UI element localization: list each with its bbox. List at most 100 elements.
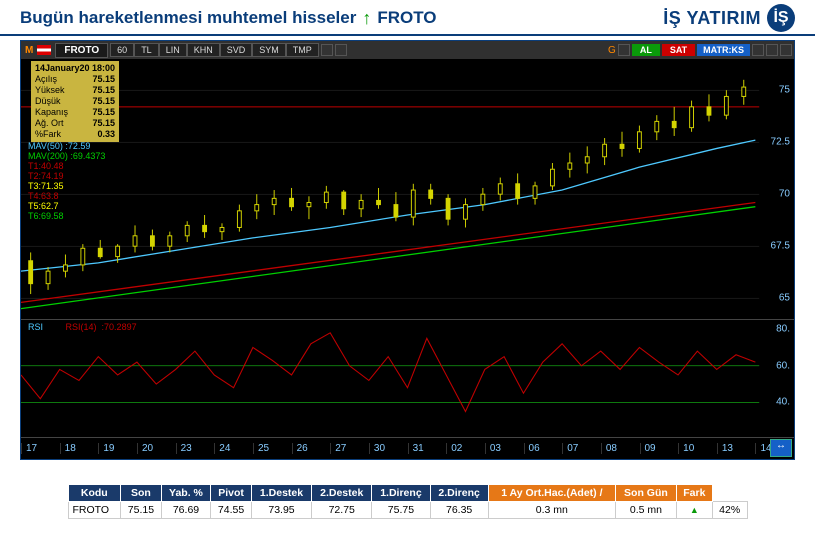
- summary-cell: 76.35: [430, 502, 488, 519]
- tb-dot-icon[interactable]: [618, 44, 630, 56]
- win-close-icon[interactable]: [780, 44, 792, 56]
- date-tick: 09: [640, 443, 679, 454]
- ohlc-row: Kapanış75.15: [35, 107, 115, 118]
- summary-cell: FROTO: [68, 502, 121, 519]
- ma-legend-item: MAV(200) :69.4373: [28, 151, 105, 161]
- summary-cell: 0.3 mn: [488, 502, 615, 519]
- page-title: Bugün hareketlenmesi muhtemel hisseler ↑…: [20, 8, 437, 29]
- summary-cell: ▲: [676, 502, 712, 519]
- summary-header: 2.Destek: [312, 485, 372, 502]
- date-tick: 13: [717, 443, 756, 454]
- summary-table: KoduSonYab. %Pivot1.Destek2.Destek1.Dire…: [68, 484, 748, 519]
- date-tick: 07: [562, 443, 601, 454]
- toolbar-sym[interactable]: SYM: [252, 43, 286, 57]
- scroll-thumb-icon[interactable]: ↔: [770, 439, 792, 457]
- date-tick: 08: [601, 443, 640, 454]
- rsi-chart[interactable]: RSI RSI(14) :70.2897 40. 60. 80.: [21, 319, 794, 439]
- date-tick: 25: [253, 443, 292, 454]
- arrow-up-icon: ↑: [362, 8, 371, 29]
- summary-cell: 72.75: [312, 502, 372, 519]
- summary-header-orange: Fark: [676, 485, 712, 502]
- price-ylabel: 72.5: [771, 137, 790, 148]
- ohlc-row: Düşük75.15: [35, 96, 115, 107]
- ma-legend-item: T6:69.58: [28, 211, 105, 221]
- date-tick: 26: [292, 443, 331, 454]
- tb-check1-icon[interactable]: [321, 44, 333, 56]
- summary-header-orange: 1 Ay Ort.Hac.(Adet) /: [488, 485, 615, 502]
- rsi-ylabel: 60.: [776, 360, 790, 371]
- date-tick: 30: [369, 443, 408, 454]
- price-ylabel: 67.5: [771, 241, 790, 252]
- date-tick: 27: [330, 443, 369, 454]
- toolbar-ticker[interactable]: FROTO: [55, 43, 108, 58]
- rsi-label: RSI RSI(14) :70.2897: [28, 322, 137, 332]
- date-tick: 03: [485, 443, 524, 454]
- toolbar-lin[interactable]: LIN: [159, 43, 187, 57]
- price-ylabel: 65: [779, 293, 790, 304]
- chart-container: M FROTO 60TLLINKHNSVDSYMTMP G AL SAT MAT…: [20, 40, 795, 460]
- date-tick: 19: [98, 443, 137, 454]
- ohlc-row: Açılış75.15: [35, 74, 115, 85]
- summary-header-orange: Son Gün: [616, 485, 677, 502]
- table-row: FROTO75.1576.6974.5573.9572.7575.7576.35…: [68, 502, 747, 519]
- price-ylabel: 75: [779, 85, 790, 96]
- date-tick: 23: [176, 443, 215, 454]
- summary-header: 1.Direnç: [372, 485, 430, 502]
- summary-header: Yab. %: [161, 485, 210, 502]
- summary-header: Pivot: [211, 485, 252, 502]
- ma-legend-item: T1:40.48: [28, 161, 105, 171]
- rsi-ylabel: 40.: [776, 397, 790, 408]
- summary-cell: 0.5 mn: [616, 502, 677, 519]
- price-ylabel: 70: [779, 189, 790, 200]
- toolbar-svd[interactable]: SVD: [220, 43, 253, 57]
- rsi-ylabel: 80.: [776, 324, 790, 335]
- ohlc-box: 14January20 18:00 Açılış75.15Yüksek75.15…: [31, 61, 119, 142]
- date-tick: 06: [524, 443, 563, 454]
- ma-legend-item: T5:62.7: [28, 201, 105, 211]
- matriks-label: MATR:KS: [697, 44, 750, 56]
- summary-header: 2.Direnç: [430, 485, 488, 502]
- toolbar-tmp[interactable]: TMP: [286, 43, 319, 57]
- ma-legend-item: T3:71.35: [28, 181, 105, 191]
- date-tick: 20: [137, 443, 176, 454]
- flag-icon: [37, 45, 51, 55]
- ohlc-row: Yüksek75.15: [35, 85, 115, 96]
- tb-g-icon[interactable]: G: [608, 45, 616, 56]
- ohlc-header: 14January20 18:00: [35, 63, 115, 74]
- tb-check2-icon[interactable]: [335, 44, 347, 56]
- chart-toolbar: M FROTO 60TLLINKHNSVDSYMTMP G AL SAT MAT…: [21, 41, 794, 59]
- summary-cell: 75.75: [372, 502, 430, 519]
- toolbar-khn[interactable]: KHN: [187, 43, 220, 57]
- toolbar-tl[interactable]: TL: [134, 43, 159, 57]
- brand-text: İŞ YATIRIM: [663, 8, 761, 29]
- win-max-icon[interactable]: [766, 44, 778, 56]
- ohlc-row: Ağ. Ort75.15: [35, 118, 115, 129]
- date-tick: 17: [21, 443, 60, 454]
- title-text: Bugün hareketlenmesi muhtemel hisseler: [20, 8, 356, 28]
- summary-cell: 76.69: [161, 502, 210, 519]
- ma-legend-item: MAV(50) :72.59: [28, 141, 105, 151]
- date-scale: 1718192023242526273031020306070809101314: [21, 437, 794, 459]
- date-tick: 10: [678, 443, 717, 454]
- summary-header: Son: [121, 485, 162, 502]
- summary-header: Kodu: [68, 485, 121, 502]
- date-tick: 02: [446, 443, 485, 454]
- ma-legend: MAV(50) :72.59MAV(200) :69.4373T1:40.48 …: [28, 141, 105, 221]
- win-min-icon[interactable]: [752, 44, 764, 56]
- summary-cell: 74.55: [211, 502, 252, 519]
- ohlc-row: %Fark0.33: [35, 129, 115, 140]
- tb-m-icon: M: [23, 45, 35, 56]
- date-tick: 24: [214, 443, 253, 454]
- summary-header: 1.Destek: [251, 485, 311, 502]
- title-ticker: FROTO: [377, 8, 436, 28]
- date-tick: 31: [408, 443, 447, 454]
- ma-legend-item: T4:63.8: [28, 191, 105, 201]
- brand-logo-icon: İŞ: [767, 4, 795, 32]
- toolbar-60[interactable]: 60: [110, 43, 134, 57]
- buy-button[interactable]: AL: [632, 44, 660, 56]
- summary-cell: 73.95: [251, 502, 311, 519]
- brand: İŞ YATIRIM İŞ: [663, 4, 795, 32]
- date-tick: 18: [60, 443, 99, 454]
- sell-button[interactable]: SAT: [662, 44, 695, 56]
- price-chart[interactable]: 65 67.5 70 72.5 75: [21, 59, 794, 319]
